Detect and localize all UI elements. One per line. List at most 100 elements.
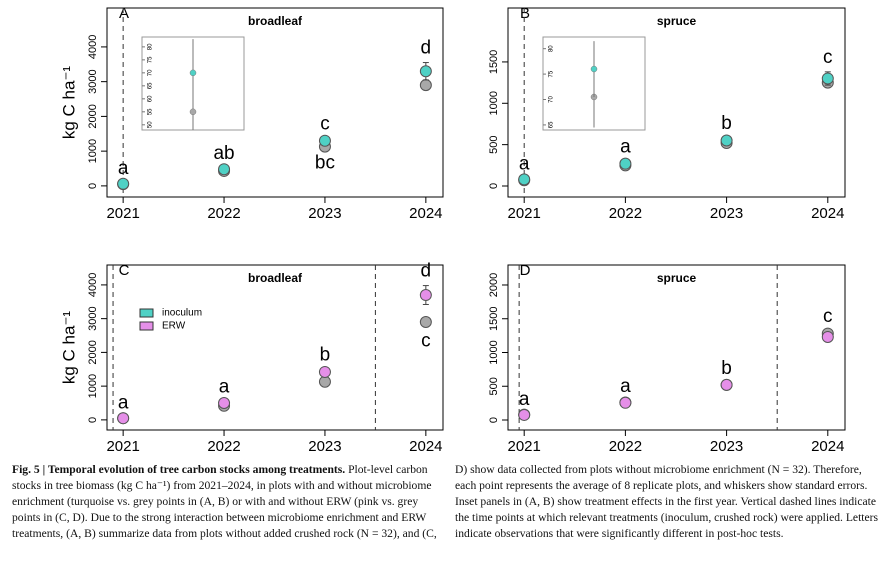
point (518, 173, 531, 186)
y-tick-label: 1000 (87, 139, 99, 163)
point (619, 396, 632, 409)
x-tick-label: 2023 (308, 438, 341, 455)
legend-label: inoculum (162, 308, 202, 319)
point (619, 157, 632, 170)
significance-letter: a (118, 158, 129, 179)
plot-box (507, 7, 846, 198)
inset-y-tick-label: 60 (148, 95, 154, 102)
point (821, 72, 834, 85)
x-tick-label: 2024 (811, 438, 844, 455)
point (821, 330, 834, 343)
significance-letter: a (519, 389, 530, 410)
inset-y-tick-label: 50 (148, 121, 154, 128)
y-tick-label: 1000 (488, 91, 500, 115)
significance-letter: a (620, 137, 631, 158)
significance-letter: c (421, 330, 431, 351)
point (218, 397, 231, 410)
significance-letter: a (519, 153, 530, 174)
point (720, 134, 733, 147)
y-tick-label: 3000 (87, 69, 99, 93)
x-tick-label: 2024 (409, 205, 442, 222)
significance-letter: ab (213, 143, 234, 164)
x-tick-label: 2021 (106, 438, 139, 455)
y-tick-label: 0 (87, 183, 99, 189)
point (117, 177, 130, 190)
y-tick-label: 1000 (87, 374, 99, 398)
point (117, 412, 130, 425)
y-tick-label: 0 (488, 417, 500, 423)
inset-point (189, 69, 197, 77)
significance-letter: b (320, 345, 331, 366)
y-axis-label: kg C ha⁻¹ (59, 66, 78, 140)
plot-box (507, 264, 846, 431)
inset-y-tick-label: 70 (148, 69, 154, 76)
significance-letter: c (823, 306, 833, 327)
caption-text: Plot-level carbon stocks in tree biomass… (12, 463, 879, 540)
y-tick-label: 1500 (488, 306, 500, 330)
plot-box (106, 264, 444, 431)
inset-y-tick-label: 75 (549, 70, 555, 77)
significance-letter: d (421, 261, 432, 282)
caption: Fig. 5 | Temporal evolution of tree carb… (12, 462, 880, 560)
legend-label: ERW (162, 321, 186, 332)
x-tick-label: 2021 (508, 438, 541, 455)
inset-y-tick-label: 55 (148, 108, 154, 115)
significance-letter: a (620, 376, 631, 397)
inset-y-tick-label: 65 (148, 82, 154, 89)
x-tick-label: 2022 (207, 438, 240, 455)
x-tick-label: 2024 (811, 205, 844, 222)
point (419, 79, 432, 92)
x-tick-label: 2021 (106, 205, 139, 222)
significance-letter: b (721, 358, 732, 379)
inset-point (189, 108, 197, 116)
y-tick-label: 500 (488, 135, 500, 153)
y-tick-label: 3000 (87, 306, 99, 330)
y-tick-label: 2000 (488, 273, 500, 297)
inset-y-tick-label: 70 (549, 96, 555, 103)
y-axis-label: kg C ha⁻¹ (59, 311, 78, 385)
y-tick-label: 0 (488, 183, 500, 189)
x-tick-label: 2021 (508, 205, 541, 222)
significance-letter: c (823, 47, 833, 68)
panel-label: C (119, 262, 130, 279)
inset-y-tick-label: 75 (148, 56, 154, 63)
x-tick-label: 2023 (710, 205, 743, 222)
y-tick-label: 4000 (87, 35, 99, 59)
panel-label: B (520, 5, 530, 22)
panel-title: spruce (657, 271, 697, 285)
panel-title: broadleaf (248, 14, 303, 28)
point (419, 65, 432, 78)
y-tick-label: 2000 (87, 104, 99, 128)
x-tick-label: 2022 (609, 438, 642, 455)
point (419, 316, 432, 329)
x-tick-label: 2024 (409, 438, 442, 455)
significance-letter: c (320, 113, 330, 134)
significance-letter: a (118, 393, 129, 414)
x-tick-label: 2022 (609, 205, 642, 222)
panel-label: A (119, 5, 129, 22)
point (218, 163, 231, 176)
point (720, 378, 733, 391)
legend-swatch (139, 321, 154, 331)
significance-letter: a (219, 377, 230, 398)
caption-label: Fig. 5 | Temporal evolution of tree carb… (12, 463, 346, 476)
significance-letter: d (421, 38, 432, 59)
inset-point (590, 65, 598, 73)
y-tick-label: 1000 (488, 340, 500, 364)
significance-letter: b (721, 113, 732, 134)
y-tick-label: 500 (488, 377, 500, 395)
panel-label: D (520, 262, 531, 279)
y-tick-label: 4000 (87, 273, 99, 297)
y-tick-label: 1500 (488, 50, 500, 74)
x-tick-label: 2023 (710, 438, 743, 455)
inset-y-tick-label: 65 (549, 121, 555, 128)
legend-swatch (139, 308, 154, 318)
x-tick-label: 2022 (207, 205, 240, 222)
point (518, 408, 531, 421)
point (419, 289, 432, 302)
inset-y-tick-label: 80 (549, 45, 555, 52)
y-tick-label: 2000 (87, 340, 99, 364)
plot-box (106, 7, 444, 198)
